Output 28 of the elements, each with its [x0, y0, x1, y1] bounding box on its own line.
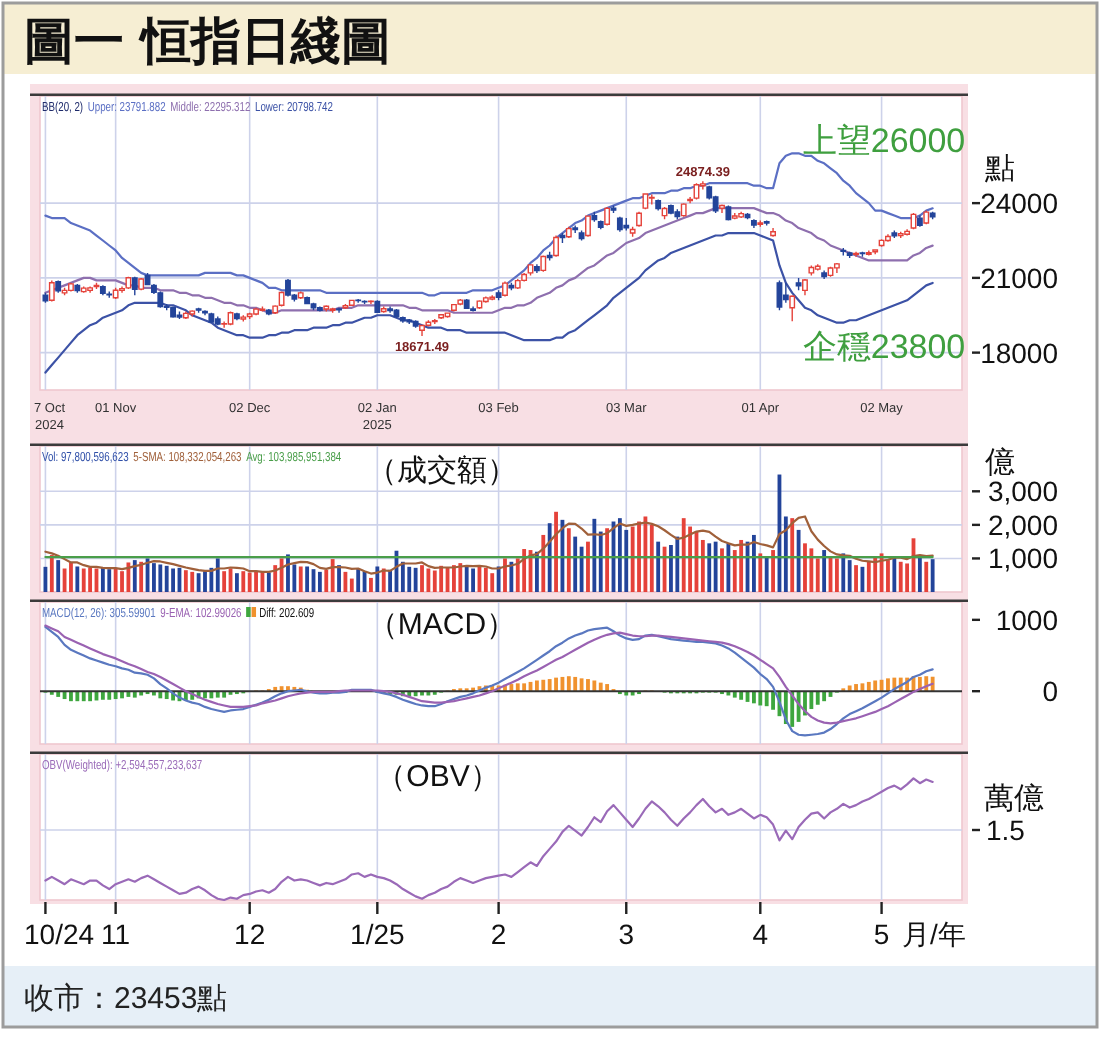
chart-title: （MACD） [367, 608, 517, 642]
x-tick-label: 10/24 [24, 918, 95, 950]
y-tick-label: 0 [1042, 675, 1059, 708]
y-tick-label: 1000 [995, 603, 1059, 636]
chart-title: （成交額） [367, 454, 517, 488]
annotation: 企穩23800 [802, 328, 966, 366]
chart-title: （OBV） [376, 760, 500, 794]
x-tick-label: 4 [752, 918, 769, 950]
chart-title: 圖一 恒指日綫圖 [24, 12, 392, 70]
x-axis-title: 月/年 [902, 918, 966, 950]
x-tick-label: 1/25 [350, 918, 406, 950]
x-tick-label: 5 [873, 918, 890, 950]
y-axis-title: 萬億 [984, 782, 1044, 816]
y-tick-label: 2,000 [987, 508, 1059, 541]
y-tick-label: 18000 [980, 336, 1059, 369]
x-tick-label: 2 [490, 918, 507, 950]
y-tick-label: 21000 [980, 261, 1059, 294]
text: 1.5 [986, 814, 1026, 846]
x-tick-label: 12 [234, 918, 266, 950]
y-tick-label: 24000 [980, 187, 1059, 220]
y-axis-title: 點 [983, 152, 1015, 186]
annotation: 上望26000 [802, 122, 966, 160]
x-tick-label: 11 [101, 918, 131, 950]
y-tick-label: 1,000 [987, 542, 1059, 575]
y-tick-label: 3,000 [987, 475, 1059, 508]
text: 收市：23453點 [24, 982, 228, 1016]
y-axis-title: 億 [985, 446, 1015, 480]
x-tick-label: 3 [618, 918, 635, 950]
